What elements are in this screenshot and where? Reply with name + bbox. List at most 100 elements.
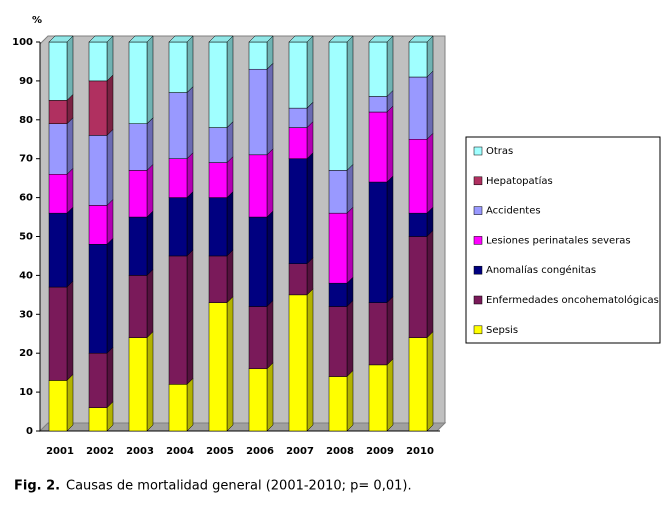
bar-side: [346, 35, 354, 171]
bar-side: [106, 237, 114, 354]
bar-side: [106, 128, 114, 206]
y-tick-label: 80: [19, 115, 33, 126]
x-tick-label: 2005: [206, 446, 234, 457]
bar-side: [386, 358, 394, 432]
bar-segment: [368, 302, 388, 366]
bar-segment: [48, 212, 68, 288]
bar-side: [226, 155, 234, 199]
bar-segment: [328, 41, 348, 171]
bar-segment: [408, 41, 428, 78]
bar-segment: [48, 174, 68, 214]
bar-segment: [288, 158, 308, 264]
legend-swatch: [473, 295, 483, 305]
bar-segment: [368, 364, 388, 432]
bar-segment: [328, 170, 348, 214]
bar-side: [346, 369, 354, 432]
bar-segment: [168, 255, 188, 385]
bar-side: [186, 85, 194, 160]
caption: Causas de mortalidad general (2001-2010;…: [66, 479, 412, 494]
bar-side: [346, 163, 354, 214]
bar-side: [306, 152, 314, 265]
x-tick-label: 2001: [46, 446, 74, 457]
bar-side: [346, 206, 354, 284]
bar-segment: [88, 352, 108, 408]
y-tick-label: 10: [19, 387, 33, 398]
bar-side: [66, 167, 74, 214]
bar-segment: [208, 197, 228, 257]
bar-segment: [168, 41, 188, 93]
bar-segment: [168, 158, 188, 198]
x-tick-label: 2009: [366, 446, 394, 457]
bar-segment: [128, 41, 148, 124]
bar-top: [208, 35, 234, 43]
bar-side: [186, 152, 194, 199]
bar-side: [266, 362, 274, 432]
bar-segment: [208, 41, 228, 128]
bar-side: [146, 268, 154, 339]
bar-segment: [48, 286, 68, 381]
y-tick-label: 90: [19, 76, 33, 87]
bar-side: [386, 105, 394, 183]
bar-segment: [208, 127, 228, 163]
bar-segment: [128, 275, 148, 338]
bar-segment: [288, 294, 308, 432]
bar-side: [146, 35, 154, 125]
bar-segment: [408, 76, 428, 140]
bar-segment: [288, 127, 308, 159]
bar-segment: [408, 337, 428, 432]
bar-segment: [368, 181, 388, 303]
bar-segment: [248, 154, 268, 218]
y-tick-label: 70: [19, 154, 33, 165]
bar-segment: [368, 96, 388, 113]
bar-segment: [328, 306, 348, 377]
bar-segment: [248, 216, 268, 307]
x-tick-label: 2007: [286, 446, 314, 457]
bar-segment: [48, 41, 68, 101]
bar-segment: [88, 41, 108, 82]
bar-segment: [168, 384, 188, 432]
bar-top: [368, 35, 394, 43]
bar-segment: [128, 337, 148, 432]
bar-side: [226, 190, 234, 257]
bar-segment: [208, 162, 228, 198]
bar-side: [266, 299, 274, 370]
bar-top: [48, 35, 74, 43]
bar-segment: [368, 41, 388, 97]
legend-swatch: [473, 325, 483, 335]
bar-side: [266, 148, 274, 218]
bar-segment: [168, 197, 188, 257]
y-tick-label: 30: [19, 309, 33, 320]
bar-segment: [168, 92, 188, 159]
legend-label: Anomalías congénitas: [486, 264, 596, 276]
legend-label: Lesiones perinatales severas: [486, 235, 631, 246]
bar-side: [106, 346, 114, 409]
bar-segment: [128, 170, 148, 218]
bar-side: [426, 35, 434, 78]
bar-side: [346, 299, 354, 378]
bar-side: [226, 120, 234, 164]
bar-segment: [48, 123, 68, 175]
legend: [465, 136, 661, 344]
bar-segment: [128, 123, 148, 171]
x-tick-label: 2003: [126, 446, 154, 457]
bar-side: [146, 210, 154, 277]
bar-top: [128, 35, 154, 43]
bar-side: [306, 288, 314, 432]
bar-side: [306, 35, 314, 109]
bar-side: [186, 35, 194, 94]
bar-segment: [248, 368, 268, 432]
bar-segment: [328, 376, 348, 432]
bar-side: [426, 229, 434, 339]
bar-side: [66, 35, 74, 101]
legend-label: Otras: [486, 146, 513, 157]
bar-side: [266, 210, 274, 308]
bar-side: [106, 198, 114, 245]
bar-side: [386, 175, 394, 304]
x-tick-label: 2002: [86, 446, 114, 457]
bar-side: [306, 257, 314, 296]
bar-segment: [248, 41, 268, 70]
bar-side: [106, 74, 114, 136]
bar-side: [66, 373, 74, 432]
bar-top: [248, 35, 274, 43]
bar-side: [66, 280, 74, 382]
